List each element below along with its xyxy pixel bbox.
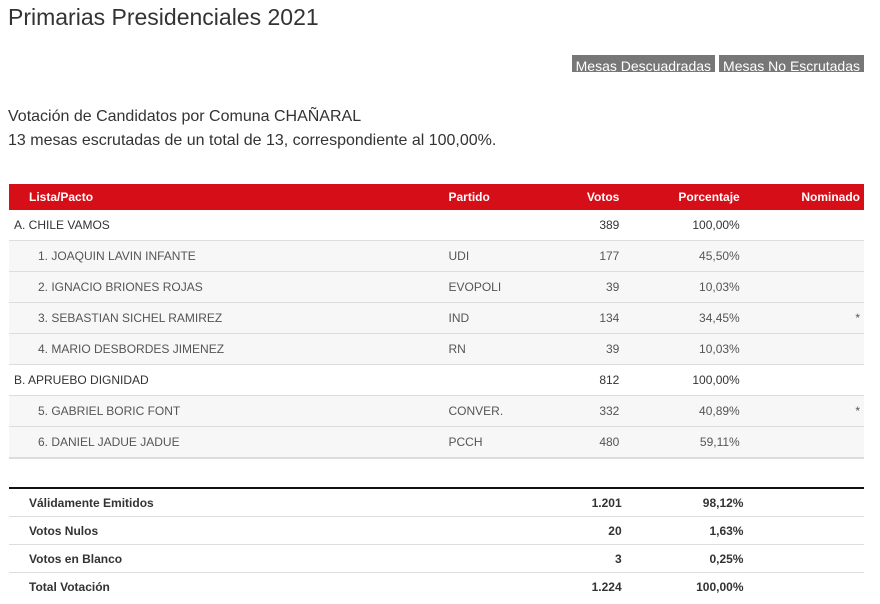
totals-label: Total Votación [29,579,110,594]
totals-votes: 20 [537,516,622,545]
mesas-no-escrutadas-button[interactable]: Mesas No Escrutadas [719,55,864,74]
percentage: 59,11% [619,426,740,459]
totals-votes: 1.224 [591,579,622,594]
totals-row: Válidamente Emitidos 1.201 98,12% [9,488,864,517]
totals-percentage: 98,12% [621,488,744,517]
candidate-row: 5. GABRIEL BORIC FONT CONVER. 332 40,89%… [9,395,864,427]
percentage: 10,03% [619,333,740,365]
party [448,364,537,396]
candidate-row: 1. JOAQUIN LAVIN INFANTE UDI 177 45,50% [9,240,864,272]
mesas-descuadradas-button[interactable]: Mesas Descuadradas [571,55,716,74]
header-nominado[interactable]: Nominado [739,184,864,210]
percentage: 34,45% [619,302,740,334]
candidate-row: 2. IGNACIO BRIONES ROJAS EVOPOLI 39 10,0… [9,271,864,303]
votes: 332 [536,395,620,427]
party: IND [448,302,537,334]
party: EVOPOLI [448,271,537,303]
totals-votes: 3 [537,544,622,573]
candidate-name: 5. GABRIEL BORIC FONT [9,395,449,427]
totals-votes: 1.201 [537,488,622,517]
nominated-mark: * [739,302,864,334]
percentage: 100,00% [619,364,740,396]
nominated-mark [739,240,864,272]
results-summary: 13 mesas escrutadas de un total de 13, c… [8,132,497,149]
votes: 480 [536,426,620,459]
votes: 177 [536,240,620,272]
totals-label: Válidamente Emitidos [9,488,450,517]
totals-row: Total Votación 1.224 100,00% [9,573,864,601]
pact-name: B. APRUEBO DIGNIDAD [9,364,449,396]
candidate-name: 4. MARIO DESBORDES JIMENEZ [9,333,449,365]
votes: 134 [536,302,620,334]
candidate-row: 3. SEBASTIAN SICHEL RAMIREZ IND 134 34,4… [9,302,864,334]
votes: 389 [536,210,620,241]
party: CONVER. [448,395,537,427]
candidate-row: 4. MARIO DESBORDES JIMENEZ RN 39 10,03% [9,333,864,365]
candidate-name: 3. SEBASTIAN SICHEL RAMIREZ [9,302,449,334]
filter-buttons: Mesas Descuadradas Mesas No Escrutadas [571,55,864,74]
party: UDI [448,240,537,272]
header-votos[interactable]: Votos [536,184,620,210]
totals-label: Votos Nulos [9,516,450,545]
totals-percentage: 1,63% [621,516,744,545]
percentage: 40,89% [619,395,740,427]
header-porcentaje[interactable]: Porcentaje [619,184,740,210]
candidate-name: 6. DANIEL JADUE JADUE [9,426,449,459]
nominated-mark [739,333,864,365]
nominated-mark [739,271,864,303]
percentage: 100,00% [619,210,740,241]
percentage: 10,03% [619,271,740,303]
results-table: Lista/Pacto Partido Votos Porcentaje Nom… [9,184,864,459]
party [448,210,537,241]
votes: 812 [536,364,620,396]
party: PCCH [448,426,537,459]
pact-name: A. CHILE VAMOS [9,210,449,241]
nominated-mark: * [739,395,864,427]
percentage: 45,50% [619,240,740,272]
pact-row: A. CHILE VAMOS 389 100,00% [9,210,864,241]
totals-label: Votos en Blanco [9,544,450,573]
pact-row: B. APRUEBO DIGNIDAD 812 100,00% [9,364,864,396]
totals-row: Votos en Blanco 3 0,25% [9,544,864,573]
party: RN [448,333,537,365]
totals-percentage: 0,25% [621,544,744,573]
header-lista-pacto[interactable]: Lista/Pacto [9,184,449,210]
candidate-row: 6. DANIEL JADUE JADUE PCCH 480 59,11% [9,426,864,459]
totals-percentage: 100,00% [696,579,744,594]
nominated-mark [739,426,864,459]
votes: 39 [536,271,620,303]
votes: 39 [536,333,620,365]
candidate-name: 1. JOAQUIN LAVIN INFANTE [9,240,449,272]
totals-row: Votos Nulos 20 1,63% [9,516,864,545]
header-partido[interactable]: Partido [448,184,537,210]
totals-table: Válidamente Emitidos 1.201 98,12% Votos … [9,487,864,600]
page-title: Primarias Presidenciales 2021 [8,4,319,30]
nominated-mark [739,364,864,396]
candidate-name: 2. IGNACIO BRIONES ROJAS [9,271,449,303]
nominated-mark [739,210,864,241]
results-subtitle: Votación de Candidatos por Comuna CHAÑAR… [8,108,362,125]
results-header-row: Lista/Pacto Partido Votos Porcentaje Nom… [9,184,864,210]
